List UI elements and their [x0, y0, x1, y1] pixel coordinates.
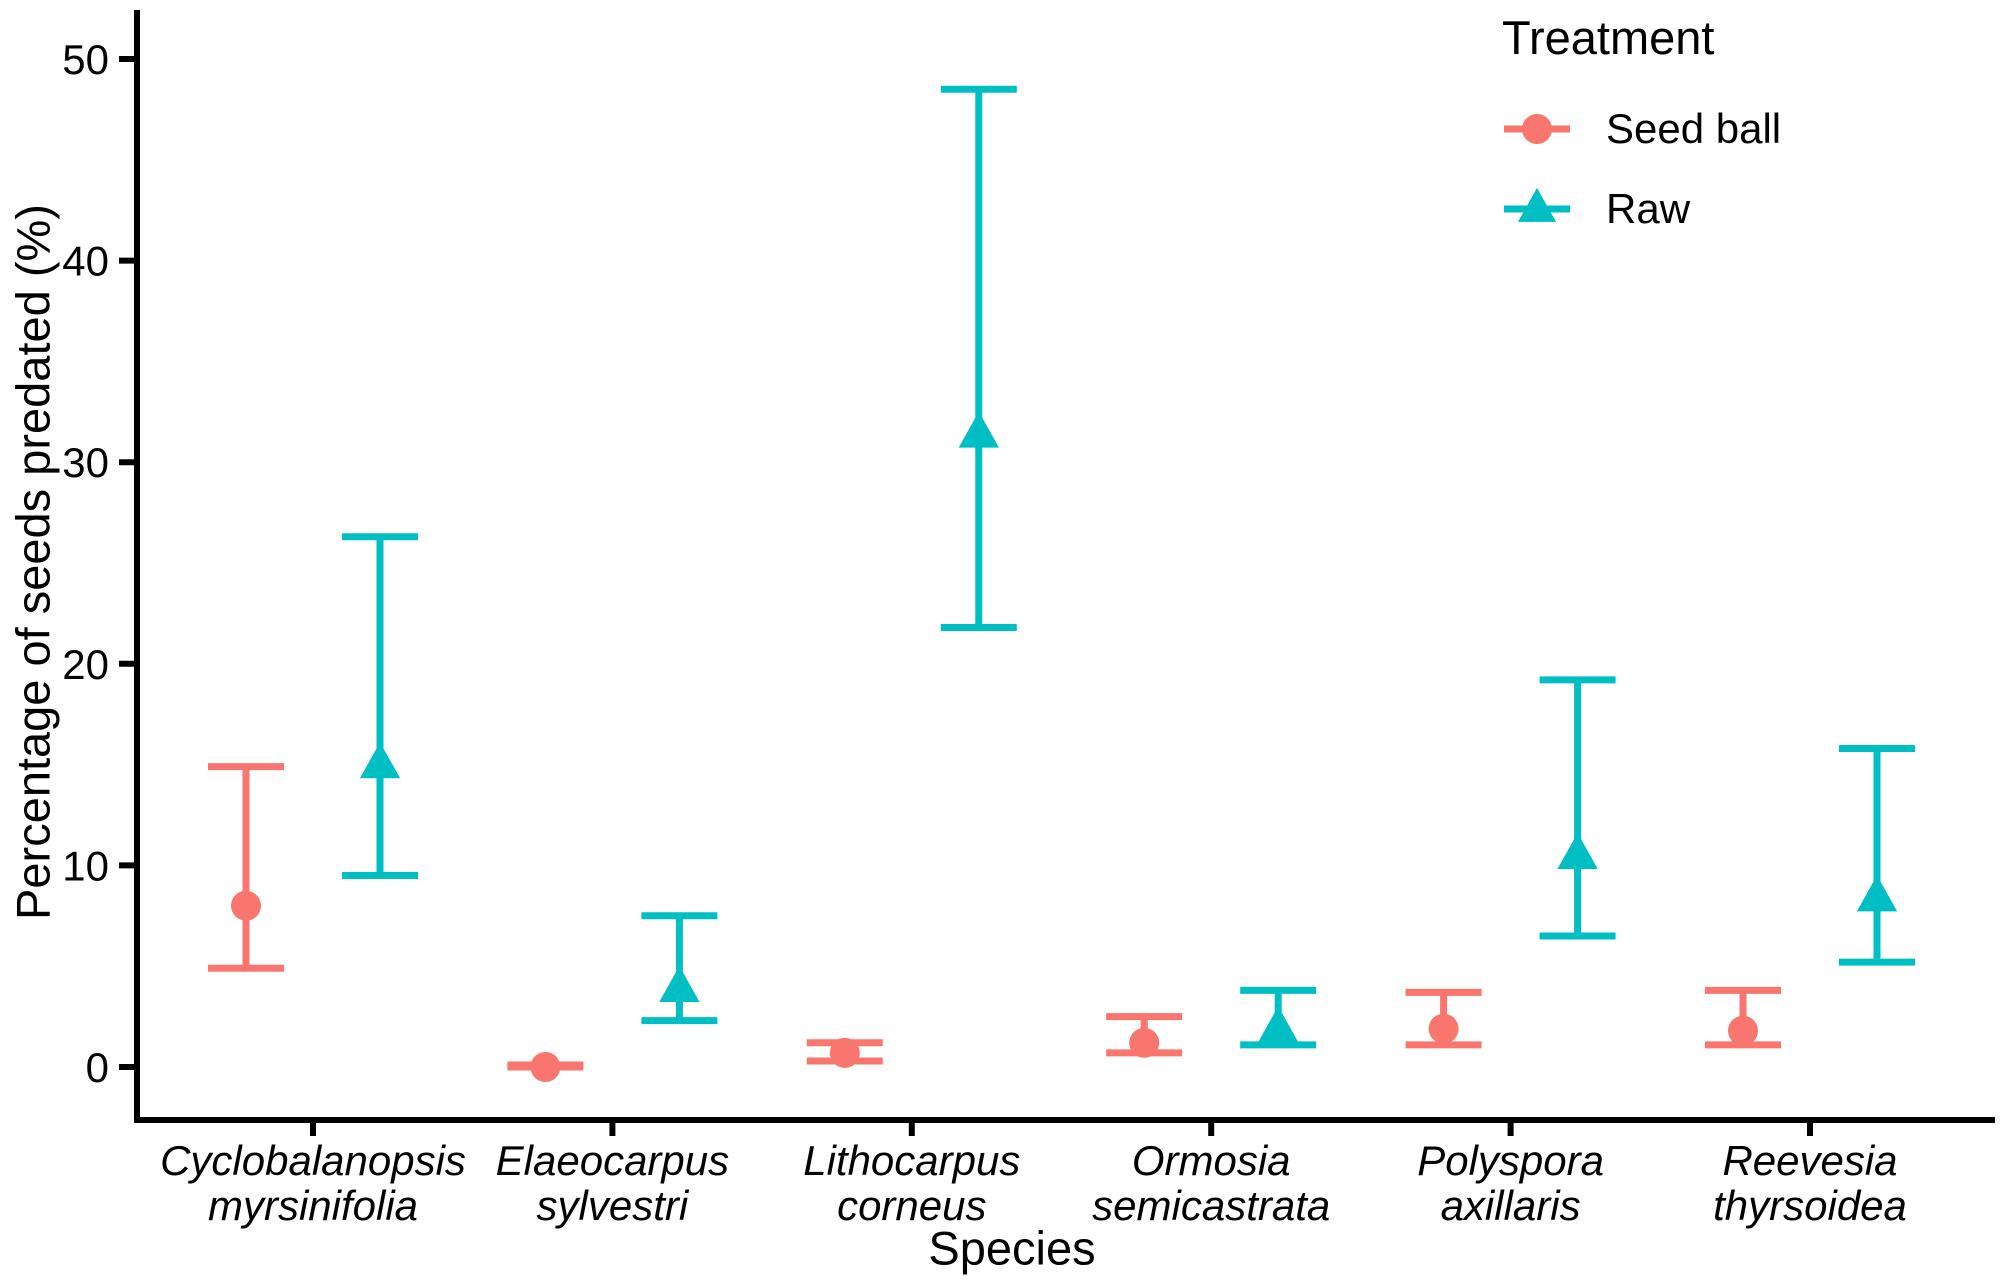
data-point-triangle	[1557, 833, 1598, 869]
legend-circle-key-icon	[1504, 114, 1570, 144]
legend-item-label: Seed ball	[1606, 105, 1782, 152]
data-point-circle	[530, 1052, 561, 1082]
x-tick-label: Cyclobalanopsis myrsinifolia	[160, 1137, 466, 1229]
data-point-circle	[1428, 1013, 1459, 1044]
legend-triangle-key-icon	[1504, 187, 1570, 222]
y-tick-label: 50	[62, 36, 109, 83]
data-point-triangle	[1258, 1006, 1299, 1043]
data-point-circle	[231, 890, 261, 921]
y-tick-label: 30	[62, 439, 109, 486]
y-axis-title: Percentage of seeds predated (%)	[6, 204, 60, 920]
legend-item-raw: Raw	[1502, 169, 1781, 249]
data-point-circle	[829, 1037, 860, 1068]
data-point-triangle	[659, 966, 700, 1003]
y-tick-label: 0	[86, 1044, 109, 1091]
legend-item-seed-ball: Seed ball	[1502, 89, 1781, 169]
y-tick-label: 20	[62, 641, 109, 688]
legend-items: Seed ball Raw	[1502, 89, 1781, 249]
x-tick-label: Elaeocarpus sylvestri	[496, 1137, 729, 1229]
data-point-triangle	[1856, 875, 1898, 912]
data-point-triangle	[359, 742, 401, 779]
legend-item-label: Raw	[1606, 185, 1691, 232]
x-tick-label: Polyspora axillaris	[1417, 1137, 1604, 1229]
legend-title: Treatment	[1502, 11, 1715, 64]
x-tick-label: Lithocarpus corneus	[803, 1137, 1020, 1229]
data-point-circle	[1129, 1027, 1160, 1058]
data-point-circle	[1728, 1015, 1758, 1046]
x-tick-label: Ormosia semicastrata	[1092, 1137, 1330, 1229]
data-point-triangle	[958, 411, 999, 448]
y-tick-label: 40	[62, 238, 109, 285]
y-tick-label: 10	[62, 842, 109, 889]
legend: Treatment Seed ball Raw	[1502, 10, 1781, 249]
x-tick-label: Reevesia thyrsoidea	[1713, 1137, 1907, 1229]
x-axis-title: Species	[928, 1221, 1096, 1275]
